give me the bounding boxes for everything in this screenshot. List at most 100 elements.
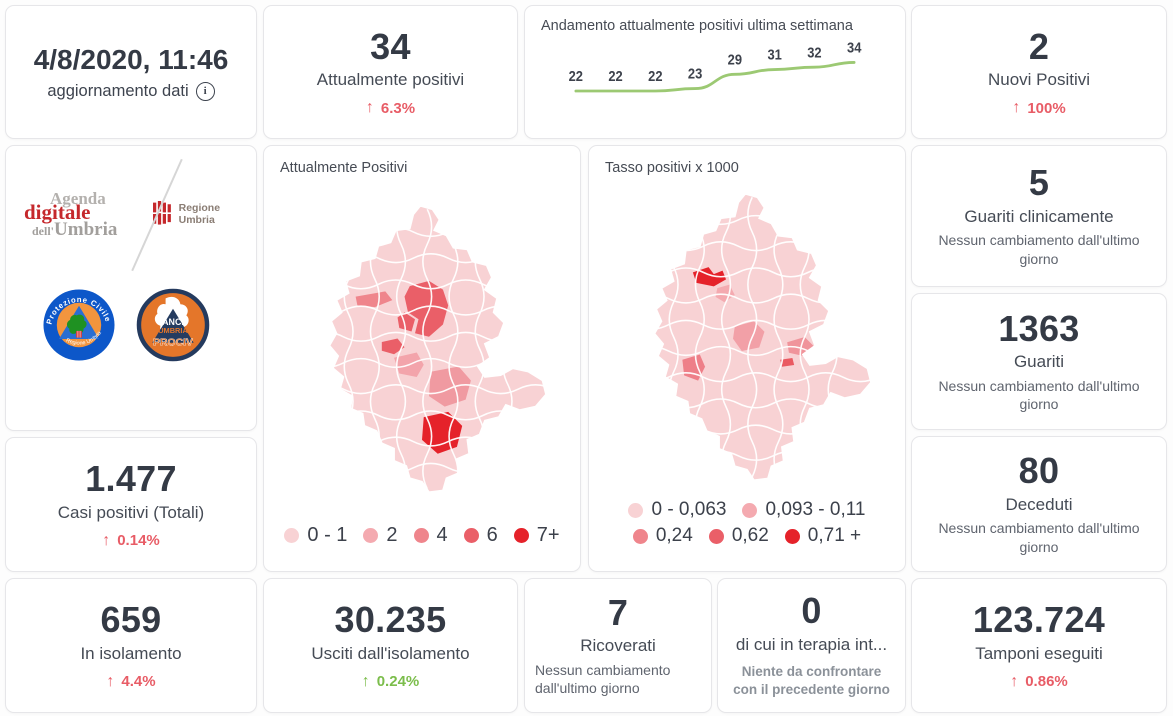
agenda-digitale-logo: Agenda digitale dell'Umbria	[24, 188, 118, 240]
umbria-choropleth-attualmente[interactable]	[291, 198, 553, 500]
card-map-tasso-positivi[interactable]: Tasso positivi x 1000	[588, 145, 906, 572]
stat-label: Ricoverati	[580, 636, 656, 656]
svg-text:32: 32	[807, 45, 822, 61]
legend-item[interactable]: 6	[463, 524, 498, 547]
arrow-up-icon: ↑	[1010, 672, 1019, 690]
card-terapia-intensiva[interactable]: 0 di cui in terapia int... Niente da con…	[717, 578, 906, 713]
map-title: Attualmente Positivi	[280, 160, 408, 176]
map-legend: 0 - 0,063 0,093 - 0,11 0,24 0,62 0,71 +	[605, 497, 889, 555]
stat-label: Attualmente positivi	[316, 70, 465, 90]
stat-value: 80	[1018, 450, 1060, 492]
arrow-up-icon: ↑	[106, 672, 115, 690]
stat-label: Guariti clinicamente	[964, 206, 1114, 226]
card-data-update[interactable]: 4/8/2020, 11:46 aggiornamento dati i	[5, 5, 257, 139]
card-in-isolamento[interactable]: 659 In isolamento ↑ 4.4%	[5, 578, 257, 713]
legend-dot	[413, 528, 429, 543]
legend-item[interactable]: 2	[363, 524, 398, 547]
stat-note: Niente da confrontare con il precedente …	[733, 664, 890, 698]
update-label: aggiornamento dati	[47, 81, 189, 100]
legend-item[interactable]: 0,24	[632, 525, 693, 547]
card-guariti-clinicamente[interactable]: 5 Guariti clinicamente Nessun cambiament…	[911, 145, 1167, 287]
arrow-up-icon: ↑	[1012, 99, 1021, 117]
stat-note: Nessun cambiamento dall'ultimo giorno	[938, 520, 1140, 555]
card-map-attualmente-positivi[interactable]: Attualmente Positivi	[263, 145, 581, 572]
card-ricoverati[interactable]: 7 Ricoverati Nessun cambiamento dall'ult…	[524, 578, 712, 713]
stat-label: Tamponi eseguiti	[975, 643, 1103, 663]
card-attualmente-positivi[interactable]: 34 Attualmente positivi ↑ 6.3%	[263, 5, 518, 139]
legend-item[interactable]: 4	[413, 524, 448, 547]
legend-dot	[284, 528, 300, 543]
stat-value: 1.477	[85, 458, 177, 500]
map-legend: 0 - 1 2 4 6 7+	[280, 522, 564, 555]
stat-label: In isolamento	[80, 643, 182, 663]
svg-text:22: 22	[648, 69, 663, 85]
anci-text: ANCI	[162, 317, 184, 327]
legend-item[interactable]: 0,62	[708, 525, 769, 547]
stat-value: 1363	[998, 307, 1080, 349]
arrow-up-icon: ↑	[102, 531, 111, 549]
umbria-choropleth-tasso[interactable]	[616, 186, 878, 488]
stat-label: Guariti	[1013, 352, 1065, 372]
stat-label: di cui in terapia int...	[735, 634, 888, 654]
card-nuovi-positivi[interactable]: 2 Nuovi Positivi ↑ 100%	[911, 5, 1167, 139]
svg-text:29: 29	[728, 52, 743, 68]
legend-item[interactable]: 0,71 +	[784, 525, 861, 547]
arrow-up-icon: ↑	[365, 99, 374, 117]
card-deceduti[interactable]: 80 Deceduti Nessun cambiamento dall'ulti…	[911, 436, 1167, 572]
regione-umbria-logo: Regione Umbria	[152, 198, 244, 230]
stat-note: Nessun cambiamento dall'ultimo giorno	[938, 232, 1140, 267]
chart-title: Andamento attualmente positivi ultima se…	[541, 18, 853, 34]
card-tamponi[interactable]: 123.724 Tamponi eseguiti ↑ 0.86%	[911, 578, 1167, 713]
stat-value: 659	[100, 599, 162, 641]
svg-text:34: 34	[847, 40, 862, 56]
stat-label: Deceduti	[1005, 494, 1073, 514]
legend-item[interactable]: 0 - 1	[284, 524, 347, 547]
stat-value: 0	[801, 590, 822, 632]
stat-label: Nuovi Positivi	[987, 70, 1091, 90]
stat-value: 123.724	[972, 599, 1106, 641]
stat-label: Casi positivi (Totali)	[57, 502, 205, 522]
legend-item[interactable]: 0 - 0,063	[628, 499, 726, 521]
stat-value: 30.235	[334, 599, 447, 641]
umbria-text: UMBRIA	[158, 326, 188, 335]
card-usciti-isolamento[interactable]: 30.235 Usciti dall'isolamento ↑ 0.24%	[263, 578, 518, 713]
stat-value: 2	[1028, 25, 1050, 67]
legend-dot	[513, 528, 529, 543]
card-trend-chart[interactable]: Andamento attualmente positivi ultima se…	[524, 5, 906, 139]
map-title: Tasso positivi x 1000	[605, 160, 739, 176]
delta-badge: ↑ 100%	[1012, 99, 1066, 117]
stat-note: Nessun cambiamento dall'ultimo giorno	[535, 661, 671, 697]
legend-dot	[463, 528, 479, 543]
delta-badge: ↑ 0.86%	[1010, 672, 1068, 691]
legend-dot	[363, 528, 379, 543]
legend-dot	[628, 502, 644, 518]
legend-dot	[784, 528, 800, 544]
legend-dot	[742, 502, 758, 518]
svg-text:22: 22	[608, 69, 623, 85]
stat-label: Usciti dall'isolamento	[311, 643, 470, 663]
info-icon[interactable]: i	[195, 81, 215, 101]
delta-badge: ↑ 4.4%	[106, 672, 156, 691]
legend-item[interactable]: 0,093 - 0,11	[742, 499, 866, 521]
legend-item[interactable]: 7+	[513, 524, 560, 547]
arrow-up-icon: ↑	[361, 672, 370, 690]
stat-note: Nessun cambiamento dall'ultimo giorno	[938, 377, 1140, 413]
card-logos: Agenda digitale dell'Umbria Regione Umbr…	[5, 145, 257, 431]
stat-value: 7	[607, 591, 629, 633]
update-date: 4/8/2020, 11:46	[33, 43, 229, 75]
anci-prociv-logo: ANCI UMBRIA PROCIV	[136, 288, 210, 362]
protezione-civile-logo: Protezione Civile Regione Umbria	[43, 289, 115, 361]
prociv-text: PROCIV	[153, 338, 193, 349]
svg-text:22: 22	[569, 69, 584, 85]
svg-text:23: 23	[688, 66, 703, 82]
delta-badge: ↑ 6.3%	[365, 99, 416, 117]
svg-text:31: 31	[767, 47, 782, 63]
stat-value: 5	[1028, 162, 1050, 204]
card-casi-totali[interactable]: 1.477 Casi positivi (Totali) ↑ 0.14%	[5, 437, 257, 572]
legend-dot	[632, 528, 648, 544]
delta-badge: ↑ 0.24%	[361, 672, 420, 691]
regione-umbria-label: Regione Umbria	[178, 202, 221, 226]
legend-dot	[708, 528, 724, 544]
delta-badge: ↑ 0.14%	[102, 531, 160, 550]
card-guariti[interactable]: 1363 Guariti Nessun cambiamento dall'ult…	[911, 293, 1167, 430]
